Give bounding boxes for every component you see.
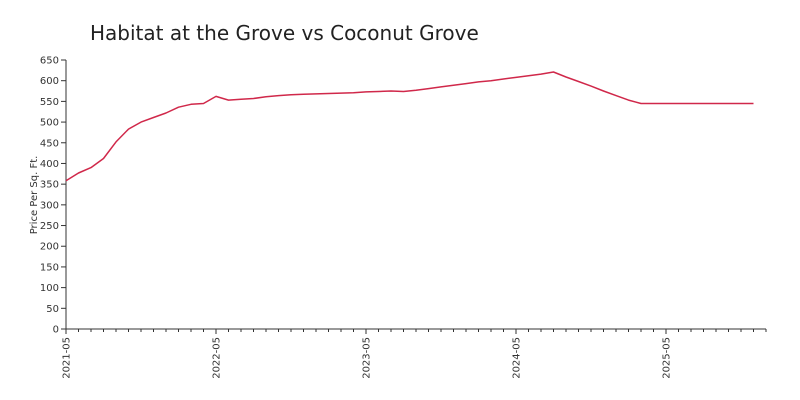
series-line: [65, 71, 754, 182]
chart-title: Habitat at the Grove vs Coconut Grove: [90, 21, 479, 45]
y-tick-label: 600: [40, 76, 59, 87]
x-tick-label: 2024-05: [512, 337, 523, 379]
y-tick-label: 450: [40, 138, 59, 149]
y-tick-label: 550: [40, 97, 59, 108]
x-tick-label: 2023-05: [362, 337, 373, 379]
y-tick-label: 300: [40, 200, 59, 211]
x-ticks: 2021-05 2022-05 2023-05 2024-05 2025-05: [62, 329, 767, 379]
y-tick-label: 150: [40, 262, 59, 273]
y-tick-label: 200: [40, 242, 59, 253]
y-tick-label: 100: [40, 283, 59, 294]
y-tick-label: 500: [40, 118, 59, 129]
y-tick-label: 50: [46, 304, 59, 315]
y-axis-label: Price Per Sq. Ft.: [29, 156, 40, 235]
series-layer: [65, 71, 754, 182]
y-tick-label: 350: [40, 180, 59, 191]
y-tick-label: 0: [53, 325, 59, 336]
x-tick-label: 2021-05: [62, 337, 73, 379]
y-tick-label: 400: [40, 159, 59, 170]
x-tick-label: 2025-05: [662, 337, 673, 379]
x-tick-label: 2022-05: [212, 337, 223, 379]
y-ticks: 0 50 100 150 200 250 300 350 400 450 500 550 600 650: [40, 56, 66, 336]
y-tick-label: 250: [40, 221, 59, 232]
y-tick-label: 650: [40, 56, 59, 67]
